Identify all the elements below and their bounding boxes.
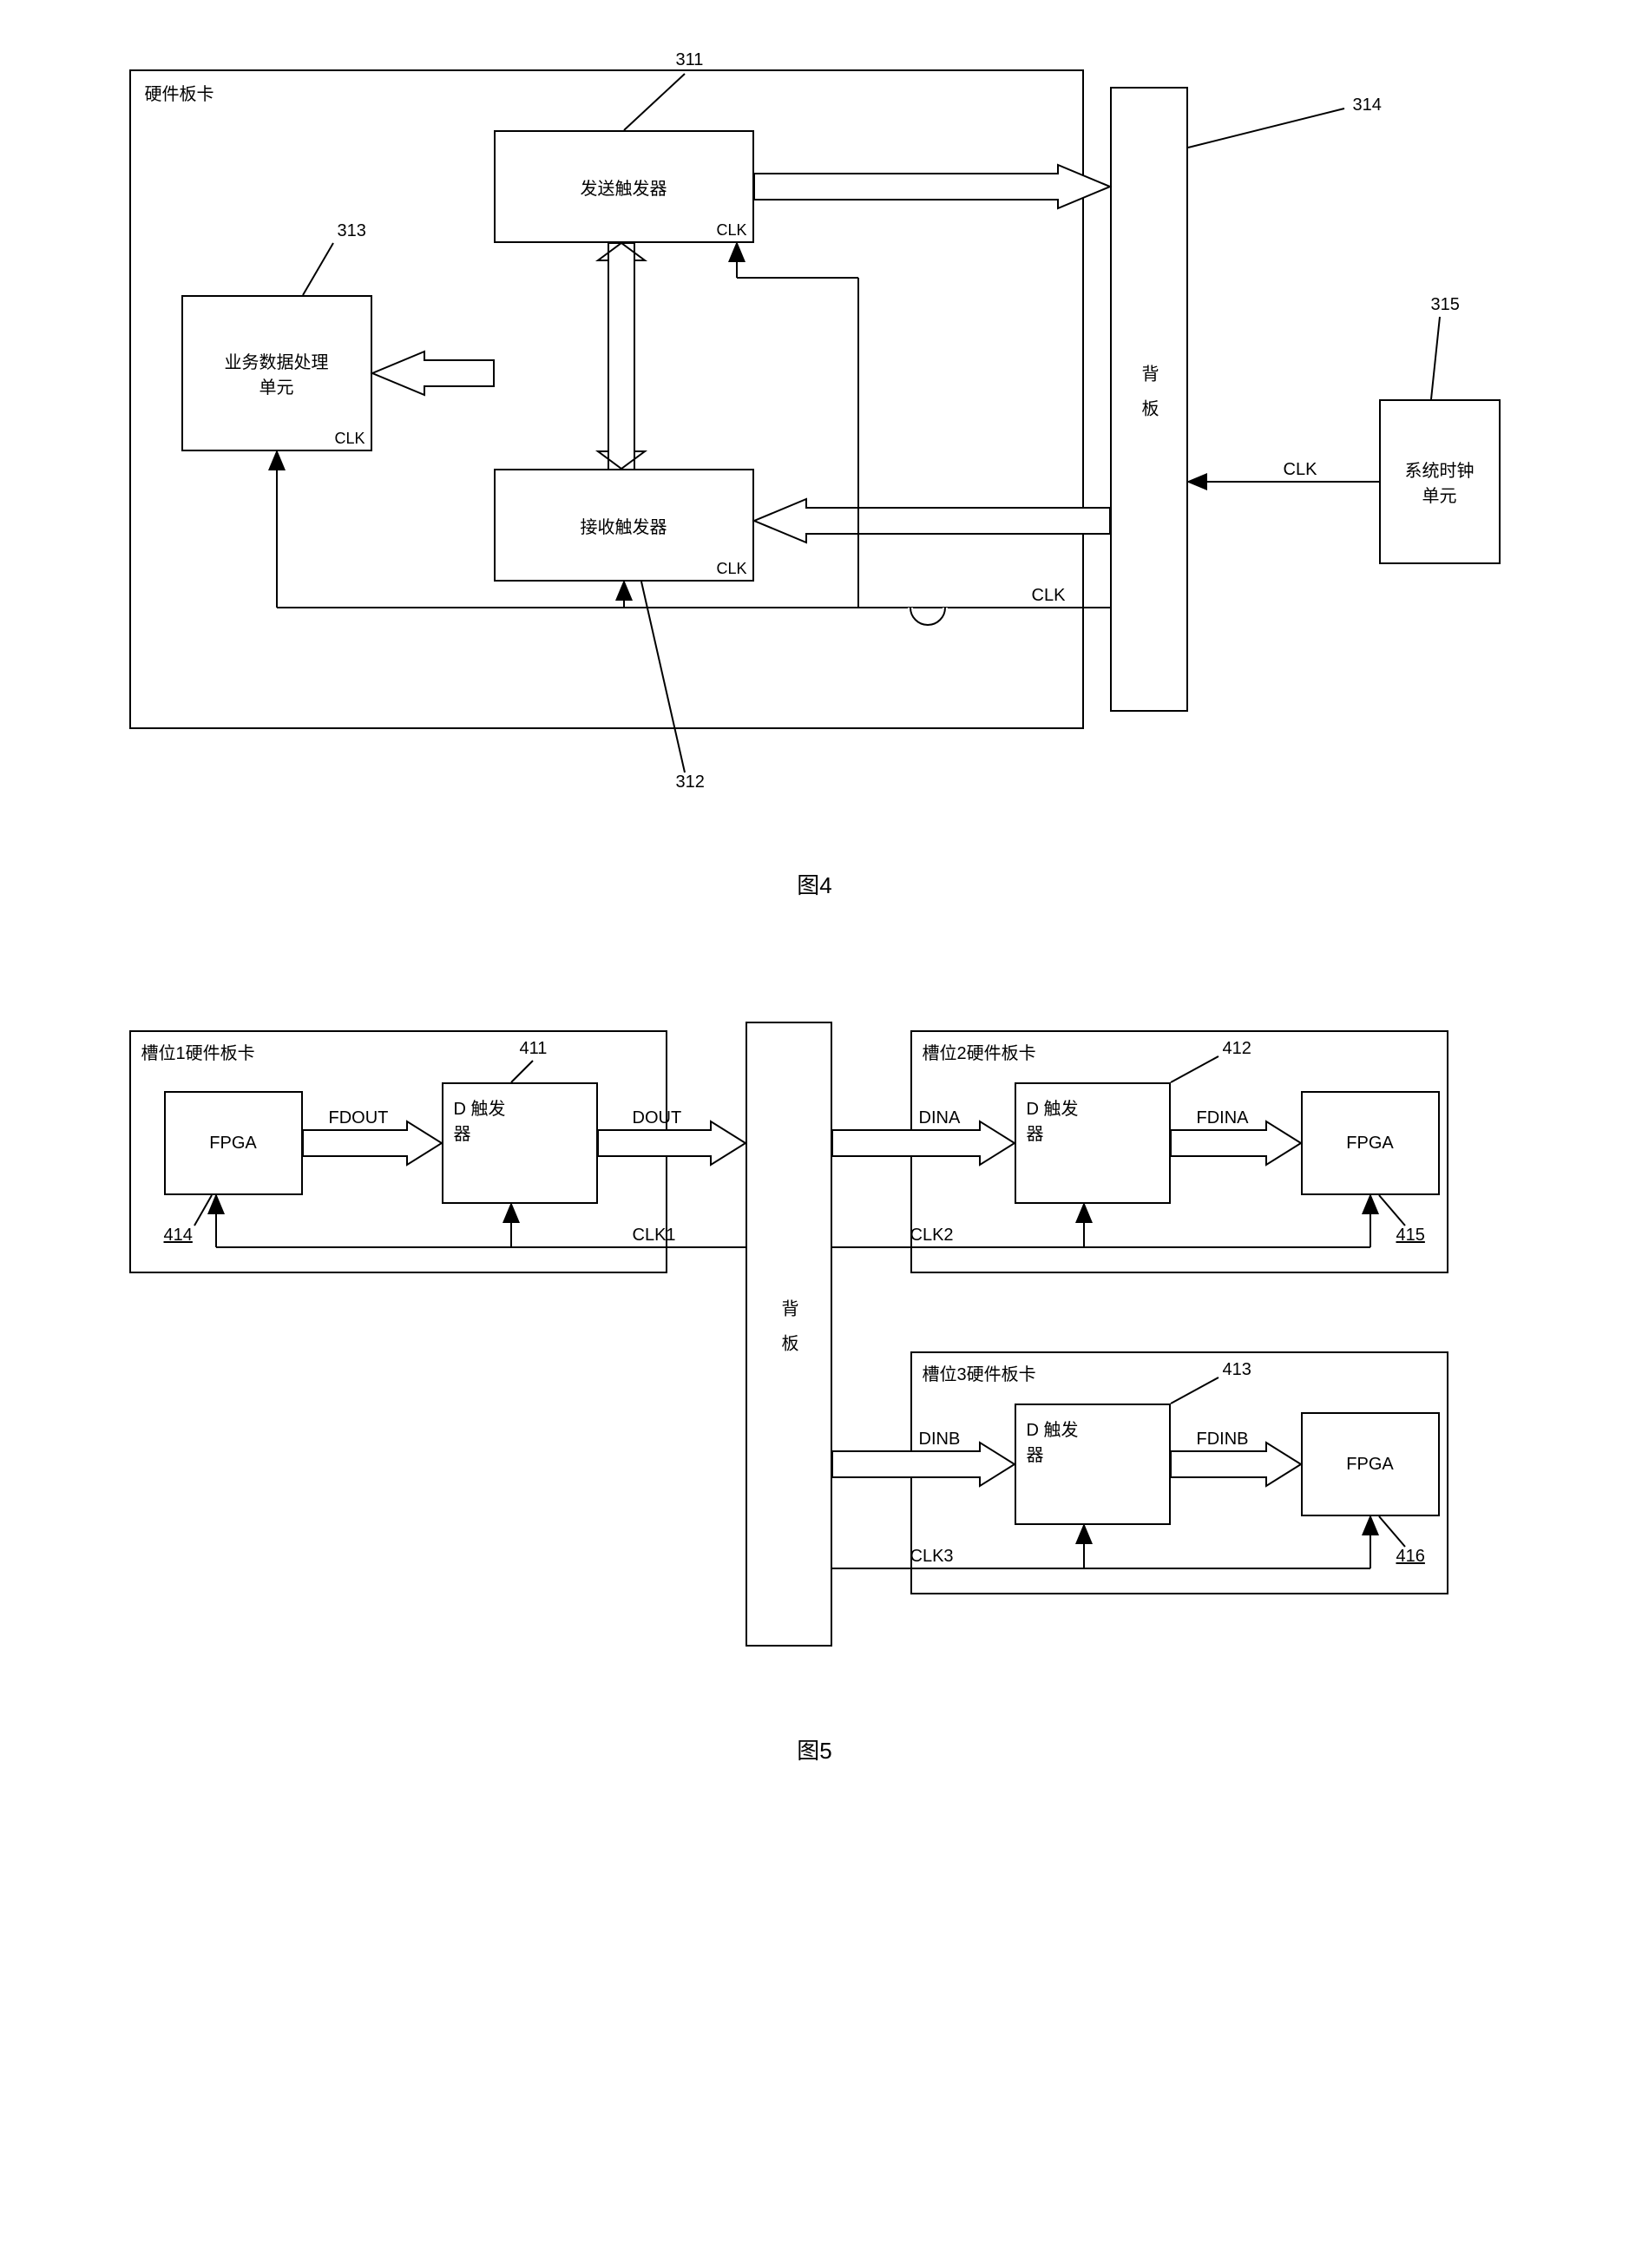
fig5-lbl-dinb: DINB <box>919 1430 961 1450</box>
figure-4: 硬件板卡 业务数据处理 单元 CLK 313 发送触发器 CLK 311 接收触… <box>77 35 1553 816</box>
fig4-backplane: 背板 <box>1110 87 1188 712</box>
fig4-box-311: 发送触发器 CLK <box>494 130 754 243</box>
fig5-fpga2: FPGA <box>1301 1091 1440 1195</box>
fig4-box-312-clk: CLK <box>716 560 746 578</box>
fig5-lbl-clk2: CLK2 <box>910 1226 954 1246</box>
fig5-dff3: D 触发 器 <box>1015 1404 1171 1525</box>
fig5-ref-414: 414 <box>164 1226 193 1246</box>
fig5-ref-413: 413 <box>1223 1360 1251 1380</box>
fig4-box-311-text: 发送触发器 <box>581 174 667 200</box>
fig5-lbl-fdout: FDOUT <box>329 1108 389 1128</box>
fig5-lbl-dout: DOUT <box>633 1108 682 1128</box>
fig4-box-313-text: 业务数据处理 单元 <box>225 348 329 398</box>
fig5-dff1-text: D 触发 器 <box>454 1095 506 1145</box>
fig5-lbl-clk1: CLK1 <box>633 1226 676 1246</box>
fig4-box-312-text: 接收触发器 <box>581 513 667 538</box>
fig5-dff2: D 触发 器 <box>1015 1082 1171 1204</box>
fig5-backplane-text: 背板 <box>776 1299 801 1369</box>
fig5-fpga3: FPGA <box>1301 1412 1440 1516</box>
fig4-ref-314: 314 <box>1353 95 1382 115</box>
fig5-fpga1-text: FPGA <box>209 1134 256 1154</box>
fig5-slot1-label: 槽位1硬件板卡 <box>141 1039 255 1064</box>
fig4-ref-312: 312 <box>676 772 705 792</box>
fig4-clock-text: 系统时钟 单元 <box>1405 457 1475 507</box>
fig5-backplane: 背板 <box>746 1022 832 1647</box>
fig4-box-312: 接收触发器 CLK <box>494 469 754 582</box>
fig4-box-313-clk: CLK <box>334 430 365 448</box>
fig5-dff2-text: D 触发 器 <box>1027 1095 1079 1145</box>
fig5-ref-411: 411 <box>520 1039 548 1059</box>
fig5-slot3-label: 槽位3硬件板卡 <box>923 1360 1036 1385</box>
fig5-fpga1: FPGA <box>164 1091 303 1195</box>
fig5-slot2-label: 槽位2硬件板卡 <box>923 1039 1036 1064</box>
fig5-lbl-dina: DINA <box>919 1108 961 1128</box>
fig4-clk-label-bp: CLK <box>1032 586 1066 606</box>
figure-5: 槽位1硬件板卡 槽位2硬件板卡 槽位3硬件板卡 背板 FPGA 414 D 触发… <box>77 970 1553 1681</box>
fig5-fpga3-text: FPGA <box>1346 1455 1393 1475</box>
fig5-lbl-fdinb: FDINB <box>1197 1430 1249 1450</box>
fig4-clk-label-sys: CLK <box>1284 460 1317 480</box>
fig4-ref-313: 313 <box>338 221 366 241</box>
fig4-backplane-text: 背板 <box>1136 365 1161 434</box>
fig4-clock: 系统时钟 单元 <box>1379 399 1501 564</box>
fig5-caption: 图5 <box>35 1733 1594 1765</box>
fig4-outer-label: 硬件板卡 <box>145 80 214 105</box>
fig5-lbl-clk3: CLK3 <box>910 1547 954 1567</box>
fig4-box-311-clk: CLK <box>716 221 746 240</box>
fig5-fpga2-text: FPGA <box>1346 1134 1393 1154</box>
fig4-ref-311: 311 <box>676 50 704 70</box>
fig5-dff1: D 触发 器 <box>442 1082 598 1204</box>
fig4-caption: 图4 <box>35 868 1594 900</box>
fig4-ref-315: 315 <box>1431 295 1460 315</box>
fig5-dff3-text: D 触发 器 <box>1027 1416 1079 1466</box>
fig4-box-313: 业务数据处理 单元 CLK <box>181 295 372 451</box>
fig5-ref-412: 412 <box>1223 1039 1251 1059</box>
fig5-ref-416: 416 <box>1396 1547 1425 1567</box>
fig5-ref-415: 415 <box>1396 1226 1425 1246</box>
fig5-lbl-fdina: FDINA <box>1197 1108 1249 1128</box>
